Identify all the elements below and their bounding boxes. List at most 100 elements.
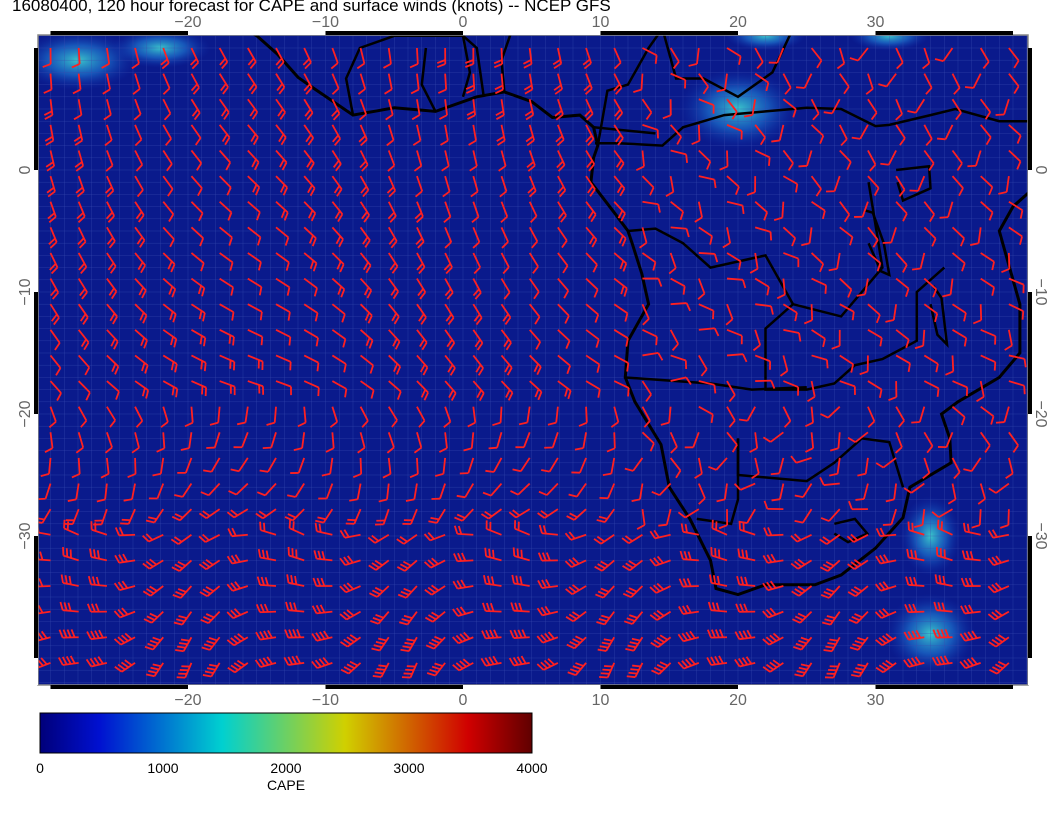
wind-barb	[59, 601, 79, 613]
wind-barb	[46, 175, 56, 198]
wind-barb	[726, 406, 736, 428]
wind-barb	[303, 303, 319, 322]
wind-barb	[484, 547, 502, 562]
wind-barb	[200, 611, 221, 624]
wind-barb	[564, 531, 587, 541]
wind-barb	[266, 406, 277, 426]
lat-tick-label-left: −20	[17, 400, 34, 427]
wind-barb	[854, 201, 869, 218]
wind-barb	[895, 47, 904, 70]
wind-barb	[951, 405, 966, 426]
wind-barb	[706, 629, 728, 639]
wind-barb	[87, 575, 107, 587]
wind-barb	[106, 354, 120, 375]
wind-barb	[888, 381, 898, 402]
wind-barb	[528, 303, 541, 325]
wind-barb	[465, 47, 475, 68]
wind-barb	[867, 175, 880, 196]
wind-barb	[416, 252, 426, 275]
wind-barb	[284, 508, 305, 522]
wind-barb	[755, 379, 776, 389]
wind-barb	[613, 175, 626, 197]
wind-barb	[303, 354, 320, 372]
wind-barb	[142, 585, 164, 597]
wind-barb	[331, 354, 347, 373]
lon-tick-label-top: −20	[174, 14, 201, 31]
wind-barb	[386, 175, 397, 198]
wind-barb	[359, 406, 369, 428]
wind-barb	[828, 252, 841, 272]
wind-barb	[923, 73, 933, 95]
lon-tick-label-top: −10	[312, 14, 339, 31]
wind-barb	[963, 457, 982, 473]
wind-barb	[895, 124, 906, 146]
wind-barb	[980, 328, 997, 345]
wind-barb	[914, 329, 926, 350]
wind-barb	[762, 431, 784, 443]
wind-barb	[104, 432, 113, 454]
wind-barb	[967, 150, 982, 168]
wind-barb	[226, 554, 248, 565]
wind-barb	[882, 227, 897, 244]
wind-barb	[733, 482, 756, 491]
wind-barb	[947, 483, 957, 505]
lon-tick-label-bottom: −10	[312, 692, 339, 709]
wind-barb	[851, 662, 869, 678]
wind-barb	[331, 252, 345, 273]
wind-barb	[677, 630, 700, 643]
wind-barb	[134, 252, 146, 274]
wind-barb	[970, 227, 982, 246]
wind-barb	[829, 457, 841, 477]
wind-barb	[297, 406, 307, 428]
wind-barb	[557, 380, 572, 400]
wind-barb	[481, 629, 502, 640]
wind-barb	[209, 406, 221, 426]
wind-barb	[288, 519, 305, 536]
wind-barb	[846, 533, 869, 543]
wind-barb	[452, 579, 474, 590]
wind-barb	[472, 252, 481, 275]
wind-barb	[536, 631, 559, 644]
lat-tick-label-left: −30	[17, 522, 34, 549]
wind-barb	[162, 175, 174, 197]
wind-barb	[383, 47, 392, 69]
wind-barb	[275, 354, 292, 371]
wind-barb	[358, 124, 368, 147]
wind-barb	[867, 380, 883, 399]
wind-barb	[698, 327, 720, 337]
wind-barb	[49, 380, 62, 402]
wind-barb	[439, 99, 448, 120]
wind-barb	[275, 175, 289, 196]
wind-barb	[762, 553, 784, 564]
wind-barb	[134, 150, 144, 172]
wind-barb	[678, 604, 699, 615]
wind-barb	[509, 629, 530, 639]
lat-tick-label-right: −10	[1032, 278, 1049, 305]
wind-barb	[73, 124, 84, 146]
wind-barb	[726, 431, 738, 453]
border-line	[662, 35, 792, 99]
wind-barb	[585, 226, 598, 248]
wind-barb	[613, 277, 628, 297]
lon-tick-label-bottom: 0	[459, 692, 468, 709]
wind-barb	[998, 175, 1010, 195]
wind-barb	[583, 73, 593, 95]
wind-barb	[442, 175, 451, 198]
wind-barb	[413, 150, 423, 172]
wind-barb	[824, 662, 841, 679]
wind-barb	[670, 149, 689, 163]
wind-barb	[528, 201, 538, 223]
wind-barb	[311, 630, 333, 642]
wind-barb	[287, 546, 305, 562]
wind-barb	[103, 99, 112, 121]
wind-barb	[219, 226, 233, 246]
wind-barb	[906, 548, 925, 562]
lon-tick-label-bottom: −20	[174, 692, 201, 709]
wind-barb	[190, 277, 206, 297]
wind-barb	[851, 124, 869, 140]
wind-barb	[423, 531, 446, 542]
wind-barb	[286, 574, 305, 587]
wind-barb	[470, 175, 479, 198]
wind-barb	[63, 519, 80, 536]
wind-barb	[819, 534, 841, 545]
